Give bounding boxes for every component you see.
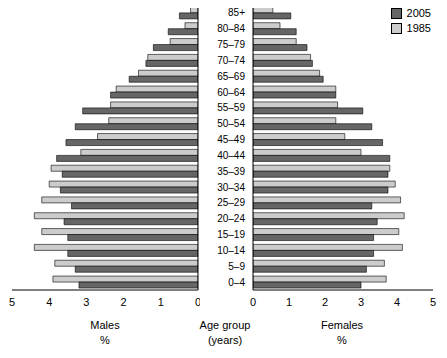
svg-text:5: 5 xyxy=(430,296,436,308)
svg-text:3: 3 xyxy=(358,296,364,308)
svg-text:15–19: 15–19 xyxy=(217,229,245,240)
html-text:1985: 1985 xyxy=(406,22,431,34)
svg-text:65–69: 65–69 xyxy=(217,71,245,82)
svg-text:40–44: 40–44 xyxy=(217,150,245,161)
svg-text:5: 5 xyxy=(9,296,15,308)
svg-text:0: 0 xyxy=(250,296,256,308)
svg-text:0–4: 0–4 xyxy=(228,277,245,288)
svg-text:3: 3 xyxy=(83,296,89,308)
html-text:(years): (years) xyxy=(207,334,243,346)
svg-text:75–79: 75–79 xyxy=(217,39,245,50)
svg-text:1: 1 xyxy=(286,296,292,308)
svg-text:60–64: 60–64 xyxy=(217,87,245,98)
svg-text:45–49: 45–49 xyxy=(217,134,245,145)
html-text:Age group: Age group xyxy=(199,319,251,331)
svg-text:5–9: 5–9 xyxy=(228,261,245,272)
svg-text:35–39: 35–39 xyxy=(217,166,245,177)
svg-text:4: 4 xyxy=(46,296,52,308)
svg-text:70–74: 70–74 xyxy=(217,55,245,66)
html-text:2005: 2005 xyxy=(406,7,431,19)
html-text:Females: Females xyxy=(320,319,364,331)
html-text:Males: Males xyxy=(90,319,120,331)
svg-text:2: 2 xyxy=(121,296,127,308)
svg-text:0: 0 xyxy=(195,296,200,308)
svg-text:1: 1 xyxy=(158,296,164,308)
svg-text:25–29: 25–29 xyxy=(217,197,245,208)
svg-text:30–34: 30–34 xyxy=(217,182,245,193)
svg-text:10–14: 10–14 xyxy=(217,245,245,256)
svg-text:55–59: 55–59 xyxy=(217,102,245,113)
svg-text:4: 4 xyxy=(394,296,400,308)
svg-text:20–24: 20–24 xyxy=(217,213,245,224)
svg-text:80–84: 80–84 xyxy=(217,23,245,34)
svg-text:50–54: 50–54 xyxy=(217,118,245,129)
svg-text:2: 2 xyxy=(322,296,328,308)
svg-text:85+: 85+ xyxy=(228,8,245,18)
